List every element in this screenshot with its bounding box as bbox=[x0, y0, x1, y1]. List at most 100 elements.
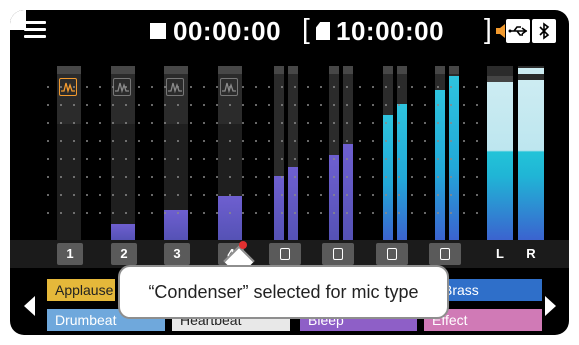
page-right-arrow-icon[interactable] bbox=[545, 296, 556, 316]
grid-dot bbox=[47, 176, 49, 178]
grid-dot bbox=[86, 176, 88, 178]
meter-channel-3 bbox=[164, 66, 188, 240]
grid-dot bbox=[112, 212, 114, 214]
grid-dot bbox=[73, 104, 75, 106]
meter-channel-1 bbox=[57, 66, 81, 240]
grid-dot bbox=[242, 104, 244, 106]
grid-dot bbox=[281, 140, 283, 142]
grid-dot bbox=[359, 176, 361, 178]
grid-dot bbox=[151, 158, 153, 160]
meter-master-right bbox=[518, 66, 544, 240]
hamburger-menu-icon[interactable] bbox=[24, 20, 46, 40]
grid-dot bbox=[294, 122, 296, 124]
meter-keyboard-icon-right bbox=[449, 66, 459, 240]
grid-dot bbox=[203, 104, 205, 106]
grid-dot bbox=[99, 122, 101, 124]
channel-R-button[interactable]: R bbox=[518, 243, 544, 265]
channel-phone-button[interactable] bbox=[322, 243, 354, 265]
channel-L-button[interactable]: L bbox=[487, 243, 513, 265]
keyboard-icon bbox=[440, 248, 450, 260]
grid-dot bbox=[60, 122, 62, 124]
grid-dot bbox=[333, 140, 335, 142]
waveform-icon[interactable] bbox=[59, 78, 77, 96]
grid-dot bbox=[86, 194, 88, 196]
channel-bluetooth-button[interactable] bbox=[376, 243, 408, 265]
meter-level-fill bbox=[449, 76, 459, 240]
grid-dot bbox=[164, 122, 166, 124]
page-left-arrow-icon[interactable] bbox=[24, 296, 35, 316]
grid-dot bbox=[177, 194, 179, 196]
channel-2-button[interactable]: 2 bbox=[111, 243, 137, 265]
grid-dot bbox=[203, 122, 205, 124]
grid-dot bbox=[385, 158, 387, 160]
grid-dot bbox=[151, 140, 153, 142]
grid-dot bbox=[294, 104, 296, 106]
grid-dot bbox=[450, 194, 452, 196]
grid-dot bbox=[359, 104, 361, 106]
waveform-icon[interactable] bbox=[220, 78, 238, 96]
grid-dot bbox=[216, 104, 218, 106]
grid-dot bbox=[112, 104, 114, 106]
level-meters bbox=[10, 54, 569, 240]
grid-dot bbox=[424, 86, 426, 88]
grid-dot bbox=[138, 140, 140, 142]
grid-dot bbox=[60, 104, 62, 106]
grid-dot bbox=[73, 212, 75, 214]
usb-icon bbox=[506, 19, 530, 43]
phone-icon bbox=[333, 248, 343, 260]
grid-dot bbox=[398, 86, 400, 88]
status-bar: 00:00:00 [ 10:00:00 ] bbox=[10, 10, 569, 54]
grid-dot bbox=[99, 194, 101, 196]
grid-dot bbox=[242, 86, 244, 88]
waveform-icon[interactable] bbox=[113, 78, 131, 96]
grid-dot bbox=[112, 122, 114, 124]
remaining-time: 10:00:00 bbox=[336, 16, 445, 46]
channel-1-button[interactable]: 1 bbox=[57, 243, 83, 265]
grid-dot bbox=[333, 86, 335, 88]
grid-dot bbox=[385, 122, 387, 124]
grid-dot bbox=[320, 104, 322, 106]
grid-dot bbox=[398, 158, 400, 160]
grid-dot bbox=[294, 86, 296, 88]
grid-dot bbox=[346, 86, 348, 88]
grid-dot bbox=[177, 212, 179, 214]
grid-dot bbox=[359, 122, 361, 124]
grid-dot bbox=[177, 176, 179, 178]
grid-dot bbox=[476, 86, 478, 88]
grid-dot bbox=[255, 158, 257, 160]
grid-dot bbox=[411, 104, 413, 106]
grid-dot bbox=[437, 194, 439, 196]
device-screen: 00:00:00 [ 10:00:00 ] 1234LR ApplauseBra… bbox=[10, 10, 569, 335]
grid-dot bbox=[216, 122, 218, 124]
grid-dot bbox=[268, 194, 270, 196]
grid-dot bbox=[203, 158, 205, 160]
grid-dot bbox=[216, 158, 218, 160]
grid-dot bbox=[307, 158, 309, 160]
meter-phone-icon-right bbox=[343, 66, 353, 240]
meter-bluetooth-icon-right bbox=[397, 66, 407, 240]
meter-level-fill bbox=[274, 176, 284, 240]
grid-dot bbox=[242, 122, 244, 124]
grid-dot bbox=[47, 194, 49, 196]
channel-keyboard-button[interactable] bbox=[429, 243, 461, 265]
grid-dot bbox=[411, 86, 413, 88]
grid-dot bbox=[463, 176, 465, 178]
channel-usb-button[interactable] bbox=[269, 243, 301, 265]
grid-dot bbox=[255, 176, 257, 178]
meter-channel-4 bbox=[218, 66, 242, 240]
meter-usb-icon-right bbox=[288, 66, 298, 240]
pad-applause[interactable]: Applause bbox=[47, 279, 115, 301]
channel-label: 3 bbox=[173, 246, 181, 261]
grid-dot bbox=[125, 212, 127, 214]
grid-dot bbox=[307, 122, 309, 124]
grid-dot bbox=[476, 176, 478, 178]
channel-3-button[interactable]: 3 bbox=[164, 243, 190, 265]
grid-dot bbox=[476, 122, 478, 124]
grid-dot bbox=[346, 212, 348, 214]
grid-dot bbox=[385, 140, 387, 142]
grid-dot bbox=[151, 194, 153, 196]
grid-dot bbox=[424, 176, 426, 178]
waveform-icon[interactable] bbox=[166, 78, 184, 96]
grid-dot bbox=[216, 194, 218, 196]
pad-brass[interactable]: Brass bbox=[435, 279, 542, 301]
